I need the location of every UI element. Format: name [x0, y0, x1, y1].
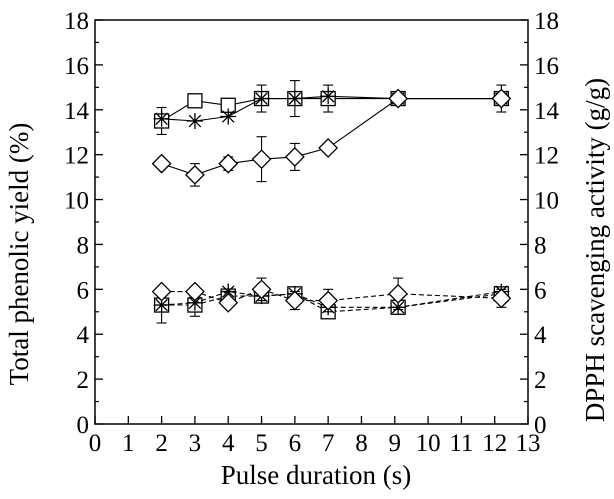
- y-left-tick-label: 2: [77, 367, 90, 394]
- y-right-tick-label: 14: [534, 98, 560, 125]
- data-point-diamond: [491, 288, 512, 309]
- data-point-diamond: [388, 283, 409, 304]
- plot-frame: [94, 19, 529, 425]
- x-axis: 0 1 2 3 4 5 6 7 8 9 10 11 12 13: [89, 416, 541, 457]
- data-point-diamond: [318, 290, 339, 311]
- data-point-diamond: [388, 88, 409, 109]
- data-point-diamond: [491, 88, 512, 109]
- y-axis-left: 0 2 4 6 8 10 12 14 16 18: [64, 8, 103, 439]
- x-tick-label: 13: [516, 430, 541, 457]
- y-right-tick-label: 2: [534, 367, 547, 394]
- y-left-tick-label: 10: [64, 188, 89, 215]
- x-tick-label: 4: [222, 430, 235, 457]
- y-left-tick-label: 12: [64, 143, 89, 170]
- data-point-diamond: [151, 281, 172, 302]
- data-point-star: [186, 113, 203, 129]
- data-point-star: [153, 297, 170, 314]
- data-point-star: [320, 88, 337, 105]
- x-tick-label: 10: [416, 430, 441, 457]
- y-axis-right: 0 2 4 6 8 10 12 14 16 18: [520, 8, 560, 439]
- x-tick-label: 0: [89, 430, 102, 457]
- series-group: [151, 80, 512, 324]
- y-axis-right-title: DPPH scavenging activity (g/g): [580, 78, 610, 422]
- data-point-star: [220, 283, 237, 300]
- data-point-diamond: [151, 153, 172, 174]
- x-tick-label: 9: [389, 430, 402, 457]
- y-left-tick-label: 16: [64, 53, 89, 80]
- y-right-tick-label: 10: [534, 188, 559, 215]
- y-right-tick-label: 12: [534, 143, 559, 170]
- series-line: [161, 288, 502, 304]
- y-left-tick-label: 8: [77, 232, 90, 259]
- data-point-star: [153, 110, 170, 127]
- x-tick-label: 3: [189, 430, 202, 457]
- data-point-star: [186, 294, 203, 311]
- x-tick-label: 2: [155, 430, 168, 457]
- data-point-star: [253, 90, 270, 107]
- data-point-diamond: [251, 149, 272, 170]
- data-point-diamond: [185, 164, 205, 185]
- y-left-tick-label: 14: [64, 98, 90, 125]
- data-point-diamond: [251, 279, 272, 300]
- x-tick-label: 7: [322, 430, 335, 457]
- data-point-diamond: [218, 153, 239, 174]
- y-left-tick-label: 4: [77, 322, 90, 349]
- y-left-tick-label: 0: [77, 412, 90, 439]
- series-6: [151, 277, 512, 313]
- y-right-tick-label: 16: [534, 53, 559, 80]
- series-line: [161, 95, 502, 122]
- y-axis-left-title: Total phenolic yield (%): [4, 123, 34, 386]
- x-tick-label: 8: [355, 430, 368, 457]
- data-point-diamond: [185, 281, 205, 302]
- y-right-tick-label: 18: [534, 8, 559, 35]
- series-line: [161, 98, 502, 176]
- series-3: [151, 88, 512, 187]
- data-point-diamond: [284, 146, 305, 167]
- y-right-tick-label: 4: [534, 322, 547, 349]
- x-tick-label: 1: [122, 430, 135, 457]
- x-tick-label: 12: [482, 430, 507, 457]
- y-left-tick-label: 6: [77, 277, 90, 304]
- x-tick-label: 6: [289, 430, 302, 457]
- data-point-square: [187, 93, 203, 109]
- data-point-diamond: [318, 138, 339, 158]
- y-right-tick-label: 8: [534, 232, 547, 259]
- data-point-star: [220, 108, 237, 125]
- plot-area-border: [94, 19, 529, 425]
- data-point-star: [286, 90, 303, 107]
- x-tick-label: 5: [255, 430, 268, 457]
- series-1: [153, 80, 510, 136]
- y-right-tick-label: 0: [534, 412, 547, 439]
- x-tick-label: 11: [449, 430, 473, 457]
- y-left-tick-label: 18: [64, 8, 89, 35]
- data-point-diamond: [284, 290, 305, 311]
- data-point-diamond: [218, 292, 239, 313]
- x-axis-title: Pulse duration (s): [221, 460, 411, 490]
- y-right-tick-label: 6: [534, 277, 547, 304]
